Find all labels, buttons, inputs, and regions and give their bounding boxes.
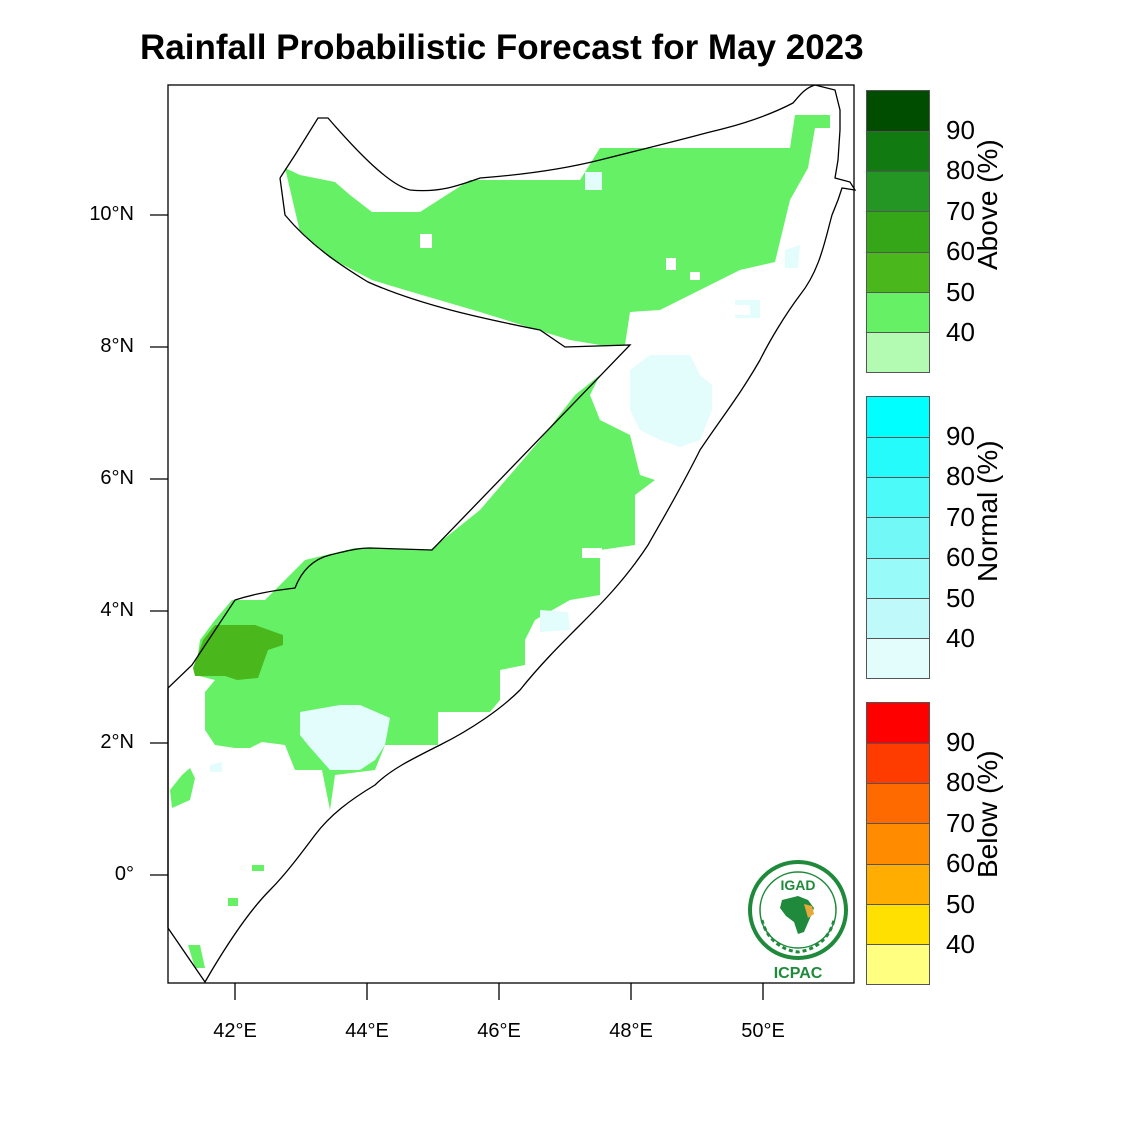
normal-colorbar-segment <box>867 477 929 518</box>
normal-colorbar-segment <box>867 597 929 638</box>
normal-level-label: 40 <box>946 623 975 653</box>
below-colorbar-segment <box>867 943 929 984</box>
above-normal-40-region <box>170 115 830 968</box>
lat-label: 8°N <box>100 335 134 357</box>
below-level-label: 50 <box>946 889 975 919</box>
below-colorbar-segment <box>867 823 929 864</box>
above-normal-60-region <box>193 625 283 680</box>
above-level-label: 70 <box>946 196 975 226</box>
above-colorbar-segment <box>867 291 929 332</box>
below-colorbar-segment <box>867 743 929 784</box>
normal-colorbar-segment <box>867 437 929 478</box>
svg-text:ICPAC: ICPAC <box>774 965 823 982</box>
igad-icpac-logo: IGAD ICPAC <box>748 860 848 982</box>
lon-label: 46°E <box>477 1020 521 1042</box>
normal-level-label: 90 <box>946 421 975 451</box>
above-colorbar-segment <box>867 331 929 372</box>
below-level-label: 70 <box>946 808 975 838</box>
map-frame <box>167 84 855 984</box>
lon-ticks <box>234 983 764 1000</box>
below-level-label: 40 <box>946 929 975 959</box>
normal-level-label: 70 <box>946 502 975 532</box>
below-colorbar <box>866 702 930 985</box>
svg-text:IGAD: IGAD <box>781 877 816 893</box>
country-outline <box>167 84 857 984</box>
below-colorbar-segment <box>867 783 929 824</box>
map-title: Rainfall Probabilistic Forecast for May … <box>140 28 864 67</box>
lat-label: 2°N <box>100 731 134 753</box>
normal-colorbar <box>866 396 930 679</box>
normal-colorbar-segment <box>867 637 929 678</box>
lat-label: 6°N <box>100 467 134 489</box>
below-colorbar-segment <box>867 863 929 904</box>
normal-colorbar-segment <box>867 517 929 558</box>
normal-colorbar-segment <box>867 557 929 598</box>
above-colorbar-title: Above (%) <box>972 139 1003 270</box>
above-level-label: 90 <box>946 115 975 145</box>
normal-level-label: 50 <box>946 583 975 613</box>
white-gaps <box>420 234 750 558</box>
below-colorbar-segment <box>867 703 929 744</box>
above-level-label: 80 <box>946 155 975 185</box>
above-level-label: 50 <box>946 277 975 307</box>
above-colorbar-segment <box>867 171 929 212</box>
normal-40-region <box>210 172 800 772</box>
above-colorbar-segment <box>867 251 929 292</box>
below-colorbar-title: Below (%) <box>972 750 1003 878</box>
lon-label: 50°E <box>741 1020 785 1042</box>
lat-ticks <box>150 214 168 876</box>
lat-label: 10°N <box>89 203 134 225</box>
below-level-label: 80 <box>946 767 975 797</box>
lon-label: 44°E <box>345 1020 389 1042</box>
lon-label: 48°E <box>609 1020 653 1042</box>
normal-level-label: 80 <box>946 461 975 491</box>
lat-label: 4°N <box>100 599 134 621</box>
lat-label: 0° <box>114 863 134 885</box>
above-level-label: 40 <box>946 317 975 347</box>
lon-label: 42°E <box>213 1020 257 1042</box>
above-colorbar-segment <box>867 131 929 172</box>
normal-colorbar-title: Normal (%) <box>972 440 1003 582</box>
above-colorbar <box>866 90 930 373</box>
above-level-label: 60 <box>946 236 975 266</box>
below-colorbar-segment <box>867 903 929 944</box>
normal-colorbar-segment <box>867 397 929 438</box>
above-colorbar-segment <box>867 211 929 252</box>
above-colorbar-segment <box>867 91 929 132</box>
below-level-label: 90 <box>946 727 975 757</box>
normal-level-label: 60 <box>946 542 975 572</box>
below-level-label: 60 <box>946 848 975 878</box>
